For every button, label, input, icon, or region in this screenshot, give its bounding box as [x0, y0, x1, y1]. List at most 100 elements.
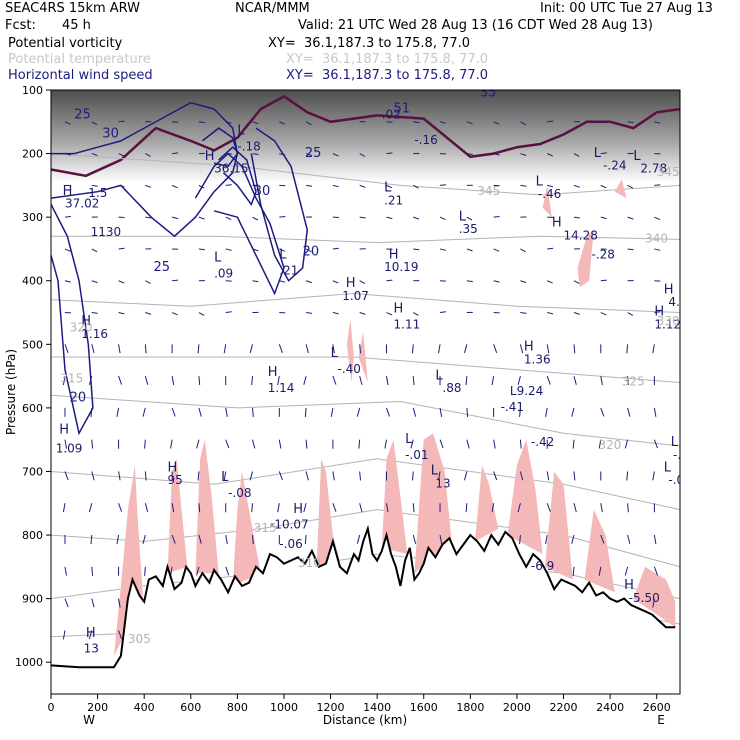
wind-vector-23 [91, 312, 98, 314]
x-axis-start-label: W [83, 713, 95, 727]
theta-label-4: 320 [599, 438, 622, 452]
wind-vector-329 [653, 407, 657, 417]
wind-vector-246 [491, 503, 495, 513]
wind-vector-324 [654, 248, 661, 251]
pv-label-62: H [63, 184, 73, 199]
wind-vector-319 [624, 566, 629, 576]
wind-vector-312 [626, 344, 629, 354]
wind-vector-107 [223, 471, 227, 481]
wind-vector-5 [64, 280, 71, 283]
wind-vector-99 [225, 216, 232, 221]
theta-label-2: 330 [657, 314, 680, 328]
wind-vector-334 [653, 566, 658, 576]
wind-vector-323 [654, 216, 661, 221]
wind-vector-149 [305, 439, 308, 449]
wind-vector-221 [466, 121, 473, 125]
stratosphere-shading [51, 90, 680, 183]
wind-vector-7 [64, 344, 69, 353]
wind-vector-132 [278, 344, 283, 353]
wind-vector-119 [251, 376, 254, 386]
wind-contour-2 [194, 152, 285, 296]
wind-vector-242 [491, 376, 495, 386]
pv-region-15 [346, 318, 354, 383]
wind-vector-298 [600, 376, 603, 386]
pv-region-10 [584, 509, 615, 593]
x-tick-label-13: 2600 [643, 701, 671, 714]
pv-label-27: L [384, 181, 392, 196]
wind-vector-278 [573, 216, 580, 219]
pv-label-66: H [205, 149, 215, 164]
wind-vector-121 [252, 439, 256, 449]
pv-label-31: L [435, 368, 443, 383]
theta-label-7: 315 [60, 372, 83, 386]
wind-vector-46 [118, 503, 123, 512]
pv-region-1 [167, 458, 188, 574]
wind-vector-229 [465, 376, 468, 386]
wind-vector-14 [64, 566, 67, 576]
wind-vector-84 [198, 216, 205, 220]
pv-label-56: -.8 [673, 448, 689, 462]
wind-vector-300 [598, 439, 602, 449]
wind-vector-231 [466, 439, 470, 449]
wind-vector-83 [198, 184, 205, 189]
wind-speed-label-5: 20 [303, 244, 320, 259]
wind-vector-197 [413, 248, 420, 251]
pv-label-32: .88 [442, 381, 461, 395]
wind-vector-43 [116, 407, 120, 417]
y-tick-label-2: 300 [22, 211, 43, 224]
wind-vector-267 [547, 312, 554, 315]
wind-speed-label-1: 25 [154, 260, 171, 275]
pv-region-9 [544, 471, 573, 580]
wind-vector-60 [142, 407, 146, 417]
wind-vector-106 [225, 439, 230, 449]
wind-vector-268 [546, 344, 550, 354]
wind-vector-102 [225, 311, 232, 314]
pv-label-20: 1.07 [342, 289, 369, 303]
fcst-label: Fcst: [5, 18, 36, 33]
pv-label-24: 1.11 [394, 317, 421, 331]
wind-vector-261 [547, 120, 554, 123]
plot-frame [50, 89, 681, 695]
wind-vector-78 [171, 503, 175, 513]
wind-vector-124 [252, 535, 254, 545]
wind-vector-116 [252, 280, 259, 283]
pv-label-46: -.28 [592, 248, 615, 262]
wind-vector-320 [654, 121, 661, 124]
model-label: SEAC4RS 15km ARW [5, 1, 141, 16]
wind-vector-283 [573, 375, 577, 385]
wind-vector-177 [359, 471, 361, 481]
wind-vector-24 [91, 344, 95, 354]
wind-vector-176 [358, 439, 361, 449]
init-label: Init: 00 UTC Tue 27 Aug 13 [540, 1, 713, 16]
wind-vector-76 [170, 439, 173, 449]
wind-vector-58 [144, 344, 147, 354]
wind-contour-4 [250, 127, 309, 282]
wind-vector-209 [439, 184, 447, 186]
pv-region-11 [633, 566, 676, 628]
pv-label-4: H [86, 626, 96, 641]
wind-vector-3 [64, 216, 71, 218]
wind-vector-241 [493, 344, 498, 353]
wind-vector-129 [279, 248, 285, 252]
wind-vector-15 [64, 598, 69, 608]
wind-vector-228 [464, 344, 468, 354]
wind-vector-326 [654, 311, 661, 314]
pv-label-36: 13 [435, 476, 450, 490]
wind-vector-199 [413, 312, 419, 316]
wind-vector-115 [252, 248, 259, 252]
wind-vector-34 [118, 120, 125, 123]
wind-vector-112 [252, 153, 259, 155]
wind-vector-233 [465, 503, 468, 513]
wind-vector-130 [279, 280, 286, 283]
pv-label-17: H [268, 365, 278, 380]
wind-vector-284 [571, 407, 575, 417]
wind-speed-label-4: 30 [254, 184, 271, 199]
pv-label-47: L [594, 146, 602, 161]
pv-label-23: H [394, 302, 404, 317]
pv-label-29: L [459, 209, 467, 224]
wind-vector-287 [573, 503, 577, 513]
pv-label-43: -.46 [538, 187, 561, 201]
pv-label-48: -.24 [603, 159, 626, 173]
wind-vector-288 [571, 534, 575, 544]
y-tick-label-8: 900 [22, 593, 43, 606]
